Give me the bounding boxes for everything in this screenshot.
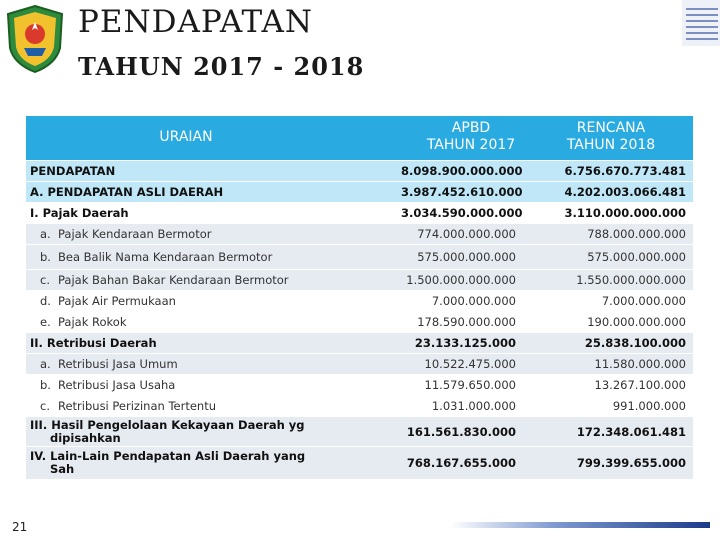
row-label-text: Pajak Rokok [58, 315, 127, 329]
table-row: e. Pajak Rokok 178.590.000.000 190.000.00… [26, 311, 693, 332]
row-apbd: 3.034.590.000.000 [401, 206, 523, 220]
row-apbd: 23.133.125.000 [414, 336, 516, 350]
column-header-apbd-line1: APBD [451, 120, 491, 136]
row-rencana: 575.000.000.000 [587, 250, 686, 264]
row-apbd: 161.561.830.000 [406, 424, 516, 439]
row-letter: a. [40, 227, 51, 241]
table-header: URAIAN APBD TAHUN 2017 RENCANA TAHUN 201… [26, 116, 693, 160]
row-rencana: 13.267.100.000 [594, 378, 686, 392]
row-apbd: 7.000.000.000 [431, 294, 516, 308]
row-rencana: 1.550.000.000.000 [576, 273, 686, 287]
column-header-apbd: APBD TAHUN 2017 [406, 120, 536, 154]
row-rencana: 7.000.000.000 [601, 294, 686, 308]
column-header-rencana: RENCANA TAHUN 2018 [546, 120, 676, 154]
row-rencana: 4.202.003.066.481 [564, 185, 687, 199]
table-row: b. Bea Balik Nama Kendaraan Bermotor 575.… [26, 244, 693, 269]
row-apbd: 1.500.000.000.000 [406, 273, 516, 287]
row-apbd: 8.098.900.000.000 [401, 164, 523, 178]
column-header-apbd-line2: TAHUN 2017 [426, 137, 516, 153]
column-header-rencana-line1: RENCANA [576, 120, 646, 136]
row-label: d. Pajak Air Permukaan [26, 294, 401, 308]
row-rencana: 788.000.000.000 [587, 227, 686, 241]
row-label-line2: dipisahkan [50, 430, 121, 445]
row-label: II. Retribusi Daerah [30, 336, 157, 350]
row-apbd: 178.590.000.000 [417, 315, 516, 329]
row-label: b. Retribusi Jasa Usaha [26, 378, 401, 392]
table-row: c. Pajak Bahan Bakar Kendaraan Bermotor 1… [26, 269, 693, 290]
row-letter: c. [40, 273, 50, 287]
row-apbd: 11.579.650.000 [424, 378, 516, 392]
row-letter: e. [40, 315, 51, 329]
table-row: II. Retribusi Daerah 23.133.125.000 25.8… [26, 332, 693, 353]
row-label: a. Pajak Kendaraan Bermotor [26, 227, 401, 241]
row-letter: c. [40, 399, 50, 413]
row-label-line2: Sah [50, 462, 75, 476]
row-label: A. PENDAPATAN ASLI DAERAH [30, 185, 224, 199]
row-label: a. Retribusi Jasa Umum [26, 357, 401, 371]
page-subtitle: TAHUN 2017 - 2018 [78, 52, 365, 81]
row-apbd: 1.031.000.000 [431, 399, 516, 413]
revenue-table: URAIAN APBD TAHUN 2017 RENCANA TAHUN 201… [26, 116, 693, 479]
row-label-text: Bea Balik Nama Kendaraan Bermotor [58, 250, 273, 264]
row-rencana: 991.000.000 [612, 399, 686, 413]
column-header-uraian: URAIAN [159, 129, 213, 145]
row-letter: b. [40, 250, 51, 264]
row-label-line1: IV. Lain-Lain Pendapatan Asli Daerah yan… [30, 449, 306, 463]
row-label: IV. Lain-Lain Pendapatan Asli Daerah yan… [26, 450, 401, 476]
footer-gradient-bar [450, 522, 710, 528]
table-row: b. Retribusi Jasa Usaha 11.579.650.000 13… [26, 374, 693, 395]
row-rencana: 6.756.670.773.481 [564, 164, 687, 178]
table-row: a. Pajak Kendaraan Bermotor 774.000.000.0… [26, 223, 693, 244]
column-header-rencana-line2: TAHUN 2018 [566, 137, 656, 153]
row-label-text: Retribusi Perizinan Tertentu [58, 399, 216, 413]
corner-decoration [682, 0, 720, 46]
row-label-line1: III. Hasil Pengelolaan Kekayaan Daerah y… [30, 417, 305, 432]
row-label: c. Retribusi Perizinan Tertentu [26, 399, 401, 413]
row-rencana: 190.000.000.000 [587, 315, 686, 329]
row-apbd: 3.987.452.610.000 [401, 185, 523, 199]
table-row: c. Retribusi Perizinan Tertentu 1.031.000… [26, 395, 693, 416]
row-apbd: 10.522.475.000 [424, 357, 516, 371]
row-label: e. Pajak Rokok [26, 315, 401, 329]
row-apbd: 774.000.000.000 [417, 227, 516, 241]
row-label-text: Retribusi Jasa Usaha [58, 378, 176, 392]
table-row: IV. Lain-Lain Pendapatan Asli Daerah yan… [26, 446, 693, 479]
row-label: III. Hasil Pengelolaan Kekayaan Daerah y… [26, 417, 401, 445]
table-row: A. PENDAPATAN ASLI DAERAH 3.987.452.610.… [26, 181, 693, 202]
row-letter: a. [40, 357, 51, 371]
row-rencana: 3.110.000.000.000 [564, 206, 687, 220]
row-label-text: Pajak Kendaraan Bermotor [58, 227, 212, 241]
table-row: III. Hasil Pengelolaan Kekayaan Daerah y… [26, 416, 693, 446]
province-emblem-logo [6, 4, 64, 74]
row-letter: d. [40, 294, 51, 308]
row-label: PENDAPATAN [30, 164, 116, 178]
row-apbd: 768.167.655.000 [406, 456, 516, 470]
row-label-text: Retribusi Jasa Umum [58, 357, 178, 371]
table-row: I. Pajak Daerah 3.034.590.000.000 3.110.… [26, 202, 693, 223]
table-row: PENDAPATAN 8.098.900.000.000 6.756.670.7… [26, 160, 693, 181]
page-number: 21 [12, 520, 28, 534]
table-row: d. Pajak Air Permukaan 7.000.000.000 7.00… [26, 290, 693, 311]
row-rencana: 25.838.100.000 [584, 336, 686, 350]
row-apbd: 575.000.000.000 [417, 250, 516, 264]
row-label-text: Pajak Air Permukaan [58, 294, 176, 308]
row-label: I. Pajak Daerah [30, 206, 129, 220]
page-title: PENDAPATAN [78, 4, 314, 40]
row-rencana: 799.399.655.000 [576, 456, 686, 470]
table-row: a. Retribusi Jasa Umum 10.522.475.000 11.… [26, 353, 693, 374]
row-rencana: 172.348.061.481 [576, 424, 686, 439]
row-letter: b. [40, 378, 51, 392]
row-rencana: 11.580.000.000 [594, 357, 686, 371]
row-label: b. Bea Balik Nama Kendaraan Bermotor [26, 250, 401, 264]
row-label-text: Pajak Bahan Bakar Kendaraan Bermotor [58, 273, 289, 287]
row-label: c. Pajak Bahan Bakar Kendaraan Bermotor [26, 273, 401, 287]
